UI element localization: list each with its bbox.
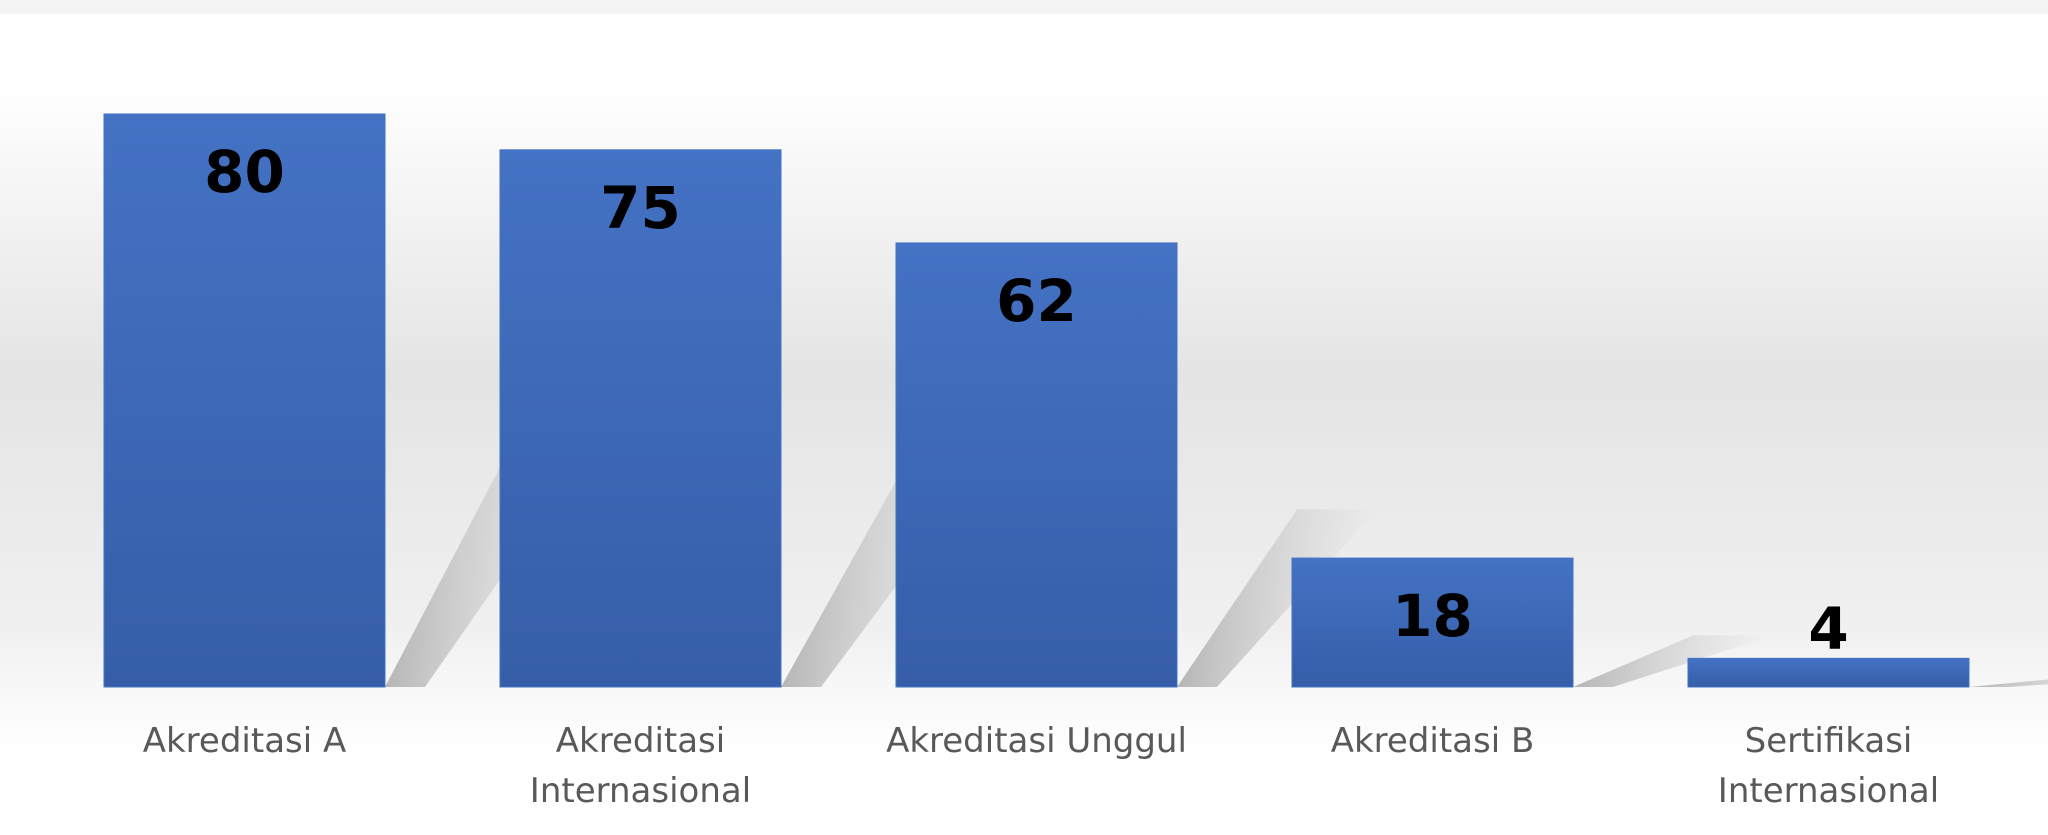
bar (1687, 657, 1970, 688)
data-label: 62 (996, 267, 1077, 335)
data-label: 4 (1808, 594, 1848, 662)
data-label: 80 (204, 138, 285, 206)
bar (499, 149, 782, 688)
x-tick-label: Akreditasi A (142, 721, 347, 761)
top-border (0, 0, 2048, 14)
bar-shadow (1573, 635, 1773, 687)
x-tick-label: Akreditasi B (1330, 721, 1535, 761)
bar (1291, 557, 1574, 688)
x-tick-label: Akreditasi Internasional (529, 721, 752, 811)
bar-shadow (1969, 679, 2048, 687)
data-label: 18 (1392, 582, 1473, 650)
x-tick-label: Sertifikasi Internasional (1717, 721, 1940, 811)
bar-shadow (1177, 509, 1377, 687)
bar (895, 242, 1178, 688)
bar (103, 113, 386, 688)
x-tick-label: Akreditasi Unggul (886, 721, 1187, 761)
data-label: 75 (600, 174, 681, 242)
